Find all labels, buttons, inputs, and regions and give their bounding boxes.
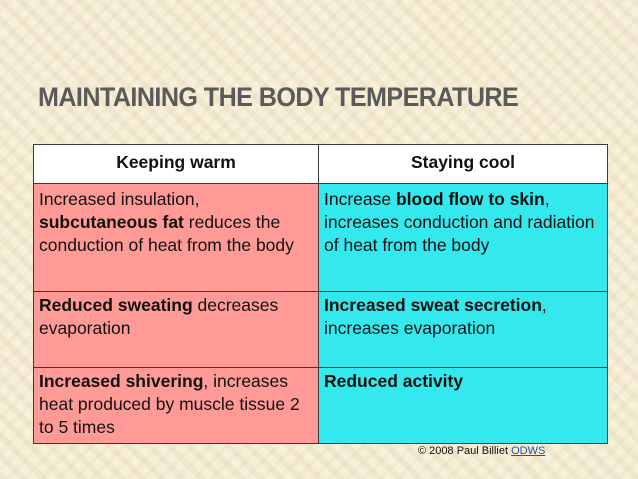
cell-text: , increases heat produced by muscle tiss… <box>39 371 300 437</box>
table-row: Reduced sweating decreases evaporation I… <box>33 291 608 368</box>
cell-text: Increased insulation, <box>39 189 200 209</box>
credit-text: © 2008 Paul Billiet <box>418 445 512 457</box>
cell-bold-text: Increased sweat secretion <box>324 295 542 315</box>
cell-cool-blood-flow: Increase blood flow to skin, increases c… <box>318 183 608 292</box>
header-staying-cool: Staying cool <box>318 144 608 184</box>
table-row: Increased insulation, subcutaneous fat r… <box>33 183 608 292</box>
cell-bold-text: Reduced activity <box>324 371 464 391</box>
cell-text: , increases evaporation <box>324 295 547 338</box>
table-header-row: Keeping warm Staying cool <box>33 144 608 184</box>
cell-bold-text: Reduced sweating <box>39 295 193 315</box>
cell-text: , increases conduction and radiation of … <box>324 189 595 255</box>
cell-cool-sweat-secretion: Increased sweat secretion, increases eva… <box>318 291 608 368</box>
cell-warm-shivering: Increased shivering, increases heat prod… <box>33 367 319 444</box>
cell-text: reduces the conduction of heat from the … <box>39 212 294 255</box>
cell-bold-text: blood flow to skin <box>395 189 545 209</box>
slide-title: MAINTAINING THE BODY TEMPERATURE <box>38 82 519 112</box>
cell-warm-sweating: Reduced sweating decreases evaporation <box>33 291 319 368</box>
copyright-credit: © 2008 Paul Billiet ODWS <box>418 445 545 457</box>
temperature-table: Keeping warm Staying cool Increased insu… <box>33 144 608 444</box>
table-row: Increased shivering, increases heat prod… <box>33 367 608 444</box>
cell-bold-text: subcutaneous fat <box>39 212 184 232</box>
header-keeping-warm: Keeping warm <box>33 144 319 184</box>
cell-warm-insulation: Increased insulation, subcutaneous fat r… <box>33 183 319 292</box>
odws-link[interactable]: ODWS <box>511 445 546 457</box>
cell-cool-activity: Reduced activity <box>318 367 608 444</box>
cell-text: Increase <box>324 189 396 209</box>
cell-bold-text: Increased shivering <box>39 371 204 391</box>
cell-text: decreases evaporation <box>39 295 279 338</box>
